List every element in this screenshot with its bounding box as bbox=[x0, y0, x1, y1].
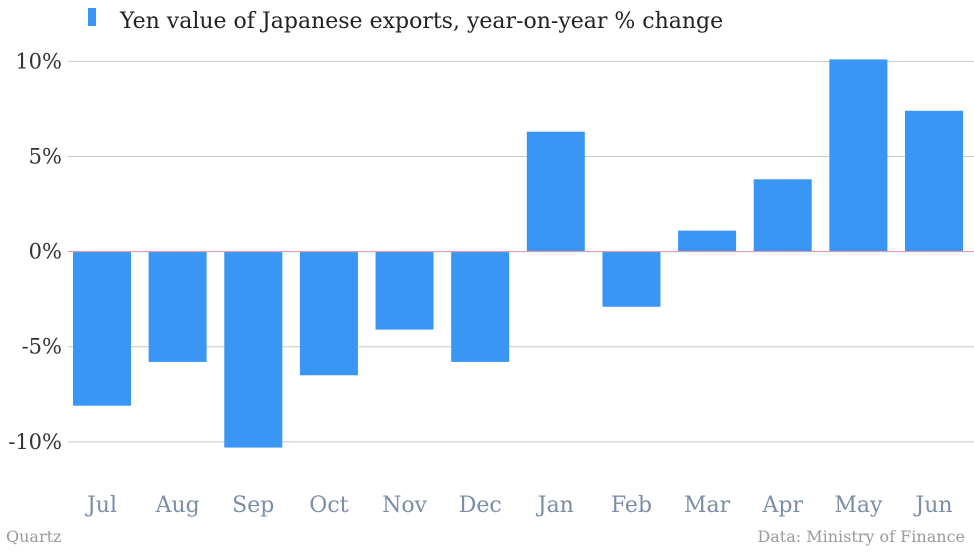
bar-feb bbox=[602, 251, 661, 307]
bar-apr bbox=[753, 179, 812, 252]
x-tick-label: Jul bbox=[85, 493, 117, 518]
x-tick-label: Jun bbox=[913, 493, 952, 518]
x-axis-ticks: Jul Aug Sep Oct Nov Dec Jan Feb Mar Apr May Jun bbox=[85, 493, 953, 518]
x-tick-label: Mar bbox=[684, 493, 731, 518]
legend: Yen value of Japanese exports, year-on-y… bbox=[88, 8, 723, 34]
y-axis-ticks: 10% 5% 0% -5% -10% bbox=[8, 49, 62, 454]
x-tick-label: Oct bbox=[309, 493, 348, 518]
x-tick-label: Apr bbox=[761, 493, 803, 518]
x-tick-label: May bbox=[834, 493, 883, 518]
bar-dec bbox=[451, 251, 510, 362]
y-tick-label: 5% bbox=[29, 144, 62, 168]
y-tick-label: -10% bbox=[8, 430, 62, 454]
bar-sep bbox=[224, 251, 283, 448]
y-tick-label: 10% bbox=[15, 49, 62, 73]
legend-swatch bbox=[88, 8, 96, 26]
bar-jul bbox=[73, 251, 131, 406]
x-tick-label: Sep bbox=[232, 493, 274, 518]
bar-jun bbox=[905, 110, 963, 252]
bar-nov bbox=[375, 251, 434, 330]
footer-credit: Quartz bbox=[6, 527, 61, 546]
x-tick-label: Aug bbox=[155, 493, 200, 518]
y-tick-label: 0% bbox=[29, 240, 62, 264]
bars bbox=[73, 59, 963, 448]
x-tick-label: Jan bbox=[536, 493, 574, 518]
bar-jan bbox=[526, 131, 585, 252]
gridlines bbox=[68, 60, 974, 443]
x-tick-label: Feb bbox=[611, 493, 652, 518]
bar-aug bbox=[148, 251, 207, 362]
footer-source: Data: Ministry of Finance bbox=[757, 527, 965, 546]
bar-may bbox=[829, 59, 888, 252]
bar-mar bbox=[678, 230, 737, 252]
legend-label: Yen value of Japanese exports, year-on-y… bbox=[119, 9, 723, 34]
x-tick-label: Dec bbox=[459, 493, 502, 518]
bar-oct bbox=[299, 251, 358, 376]
x-tick-label: Nov bbox=[382, 493, 427, 518]
y-tick-label: -5% bbox=[22, 335, 62, 359]
